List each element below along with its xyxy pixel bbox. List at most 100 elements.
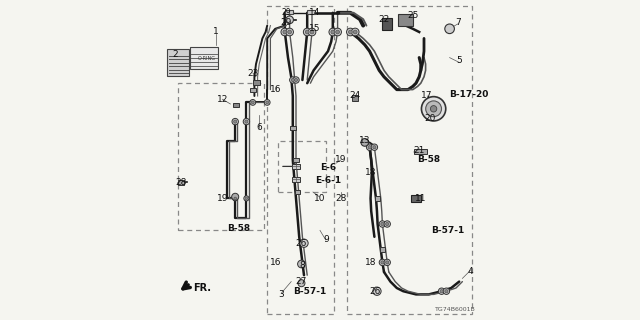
Circle shape <box>234 120 237 123</box>
Text: 29: 29 <box>281 18 292 27</box>
Bar <box>285 10 293 14</box>
FancyBboxPatch shape <box>168 49 189 76</box>
Circle shape <box>288 30 292 34</box>
Circle shape <box>298 280 305 287</box>
Circle shape <box>305 30 309 34</box>
Circle shape <box>361 139 369 146</box>
Text: 4: 4 <box>468 268 473 276</box>
Circle shape <box>286 28 293 36</box>
Circle shape <box>381 222 384 226</box>
Circle shape <box>233 196 238 201</box>
Circle shape <box>385 222 389 226</box>
Circle shape <box>445 290 448 293</box>
Bar <box>292 177 300 181</box>
Circle shape <box>252 101 254 104</box>
Circle shape <box>298 260 305 268</box>
Circle shape <box>289 77 296 83</box>
Circle shape <box>431 106 437 112</box>
Text: O-RING: O-RING <box>198 56 216 61</box>
Bar <box>295 190 301 194</box>
Text: 19: 19 <box>217 194 228 203</box>
Circle shape <box>243 118 250 125</box>
Bar <box>415 149 428 154</box>
Text: 26: 26 <box>369 287 381 296</box>
Text: 25: 25 <box>407 12 419 20</box>
Bar <box>178 180 184 185</box>
Circle shape <box>308 28 316 36</box>
Bar <box>352 95 358 101</box>
Circle shape <box>426 101 442 117</box>
Circle shape <box>294 78 298 82</box>
Circle shape <box>232 118 238 125</box>
Circle shape <box>353 30 357 34</box>
Circle shape <box>291 78 294 82</box>
Text: 28: 28 <box>175 178 186 187</box>
Text: FR.: FR. <box>193 283 211 293</box>
Text: 22: 22 <box>378 15 390 24</box>
Circle shape <box>384 221 390 227</box>
Text: 29: 29 <box>282 8 291 17</box>
Circle shape <box>381 261 384 264</box>
Bar <box>250 88 256 92</box>
Text: 16: 16 <box>271 258 282 267</box>
Text: 3: 3 <box>279 290 284 299</box>
Circle shape <box>266 101 269 104</box>
Text: 11: 11 <box>415 194 426 203</box>
Circle shape <box>283 30 287 34</box>
Bar <box>268 6 334 314</box>
Circle shape <box>331 30 335 34</box>
Text: 21: 21 <box>413 146 425 155</box>
Circle shape <box>293 77 300 83</box>
Text: 28: 28 <box>335 194 346 203</box>
Bar <box>412 195 421 202</box>
Circle shape <box>443 288 449 294</box>
Bar <box>233 103 239 107</box>
Bar <box>380 247 385 252</box>
Text: 26: 26 <box>295 239 307 248</box>
Circle shape <box>367 144 372 150</box>
Circle shape <box>372 287 381 295</box>
Text: 10: 10 <box>314 194 325 203</box>
Text: 6: 6 <box>257 124 262 132</box>
Circle shape <box>372 146 376 149</box>
Circle shape <box>329 28 337 36</box>
Text: 14: 14 <box>308 8 320 17</box>
Bar <box>292 164 300 169</box>
Text: 8: 8 <box>300 261 305 270</box>
Circle shape <box>348 30 352 34</box>
Text: E-6: E-6 <box>320 164 336 172</box>
Text: 7: 7 <box>455 18 460 27</box>
Text: 23: 23 <box>247 69 259 78</box>
Text: 1: 1 <box>213 28 219 36</box>
Bar <box>290 126 296 130</box>
Circle shape <box>379 221 385 227</box>
Circle shape <box>245 197 248 200</box>
Circle shape <box>310 30 314 34</box>
Bar <box>178 83 264 230</box>
Text: 12: 12 <box>217 95 228 104</box>
Circle shape <box>245 120 248 123</box>
Circle shape <box>264 100 270 105</box>
Circle shape <box>336 30 340 34</box>
Circle shape <box>300 239 308 247</box>
Bar <box>347 6 472 314</box>
Circle shape <box>351 28 359 36</box>
Text: 2: 2 <box>173 50 178 59</box>
Text: B-17-20: B-17-20 <box>449 90 488 99</box>
Circle shape <box>286 16 293 24</box>
Circle shape <box>234 197 237 200</box>
Text: 18: 18 <box>365 168 377 177</box>
Circle shape <box>371 144 378 150</box>
Bar <box>278 141 326 192</box>
Circle shape <box>384 259 390 266</box>
Circle shape <box>379 259 385 266</box>
Text: 15: 15 <box>308 24 320 33</box>
Bar <box>398 14 413 26</box>
Text: 27: 27 <box>295 277 307 286</box>
Circle shape <box>232 193 239 200</box>
Text: B-58: B-58 <box>227 224 250 233</box>
Text: 17: 17 <box>422 92 433 100</box>
Text: E-6-1: E-6-1 <box>315 176 341 185</box>
Text: 24: 24 <box>349 92 360 100</box>
Circle shape <box>445 24 454 34</box>
